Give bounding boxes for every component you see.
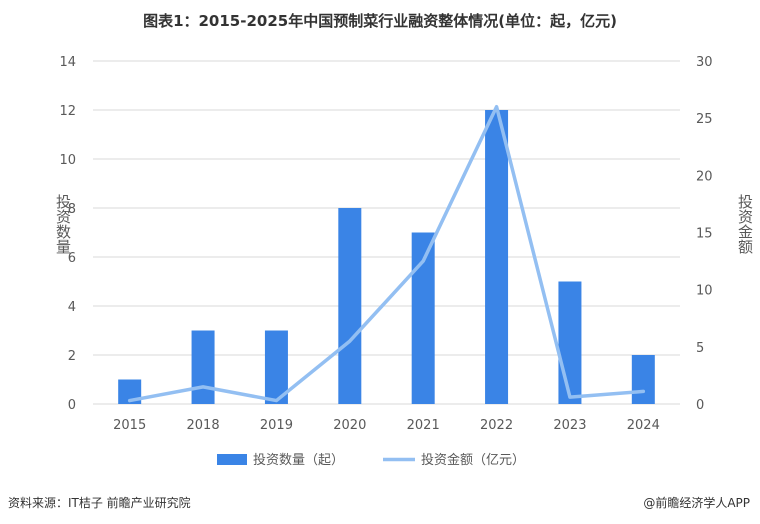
bar — [631, 355, 655, 404]
source-note: 资料来源：IT桔子 前瞻产业研究院 — [8, 496, 191, 510]
x-tick-label: 2024 — [627, 418, 660, 433]
bar — [411, 232, 435, 404]
line-series — [127, 104, 646, 403]
y-tick-label-right: 10 — [696, 284, 713, 299]
x-tick-label: 2023 — [553, 418, 586, 433]
y-tick-label-right: 15 — [696, 227, 713, 242]
chart-area: 2015 2018 2019 2020 2021 2022 2023 2024 0246810… — [59, 55, 713, 468]
legend-label-bar: 投资数量（起） — [253, 452, 344, 468]
x-tick-label: 2021 — [407, 418, 440, 433]
x-tick-label: 2022 — [480, 418, 513, 433]
y-tick-label-left: 0 — [68, 398, 76, 413]
y-tick-label-right: 5 — [696, 341, 704, 356]
y-tick-label-right: 30 — [696, 55, 713, 70]
legend: 投资数量（起） 投资金额（亿元） — [217, 452, 525, 468]
bar — [191, 330, 215, 404]
y-tick-label-right: 25 — [696, 112, 713, 127]
x-tick-label: 2020 — [333, 418, 366, 433]
left-y-axis-ticks: 0 2 4 6 8 10 12 14 — [59, 55, 76, 413]
x-axis-ticks: 2015 2018 2019 2020 2021 2022 2023 2024 — [113, 418, 660, 433]
y-tick-label-left: 6 — [68, 251, 76, 266]
y-tick-label-left: 8 — [68, 202, 76, 217]
y-tick-label-right: 0 — [696, 398, 704, 413]
y-tick-label-left: 2 — [68, 349, 76, 364]
x-tick-label: 2015 — [113, 418, 146, 433]
y-tick-label-left: 4 — [68, 300, 76, 315]
y-axis-label-right: 投资金额 — [736, 194, 754, 254]
y-tick-label-left: 10 — [59, 153, 76, 168]
chart-title: 图表1：2015-2025年中国预制菜行业融资整体情况(单位：起，亿元) — [143, 12, 617, 30]
bar — [485, 110, 509, 404]
gridlines — [93, 60, 680, 405]
series-line — [127, 104, 646, 403]
legend-label-line: 投资金额（亿元） — [421, 452, 525, 468]
right-y-axis-ticks: 0 5 10 15 20 25 30 — [696, 55, 713, 413]
y-tick-label-left: 14 — [59, 55, 76, 70]
brand-credit: @前瞻经济学人APP — [643, 496, 750, 510]
y-tick-label-left: 12 — [59, 104, 76, 119]
bar — [264, 330, 288, 404]
y-tick-label-right: 20 — [696, 169, 713, 184]
x-tick-label: 2019 — [260, 418, 293, 433]
bar — [338, 208, 362, 404]
y-axis-label-left: 投资数量 — [54, 194, 72, 254]
x-tick-label: 2018 — [187, 418, 220, 433]
legend-swatch-bar — [217, 454, 247, 465]
bar — [558, 281, 582, 404]
